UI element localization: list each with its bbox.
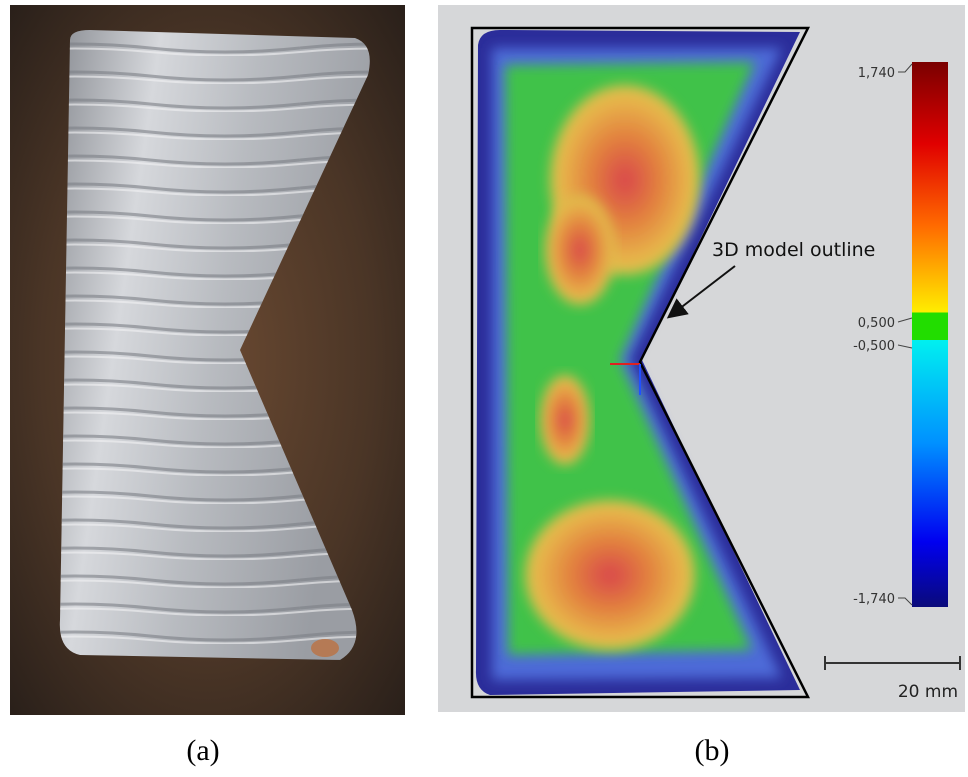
- hot-region: [525, 500, 695, 650]
- colorbar-label: -0,500: [853, 339, 895, 354]
- end-spot: [311, 639, 339, 657]
- annotation: 3D model outline: [712, 239, 875, 261]
- panel-caption: (b): [695, 734, 730, 767]
- panel-a-photo: [10, 5, 405, 715]
- hot-region: [540, 375, 590, 465]
- panel-b-scan: 3D model outline 1,740 0,500 -0,500 -1,7…: [438, 5, 965, 712]
- colorbar-label: -1,740: [853, 592, 895, 607]
- scale-label: 20 mm: [898, 682, 958, 702]
- colorbar-label: 0,500: [858, 316, 895, 331]
- panel-caption: (a): [186, 734, 219, 767]
- hot-region: [545, 195, 615, 305]
- colorbar: [912, 62, 948, 607]
- colorbar-label: 1,740: [858, 66, 895, 81]
- figure: 3D model outline 1,740 0,500 -0,500 -1,7…: [0, 0, 968, 777]
